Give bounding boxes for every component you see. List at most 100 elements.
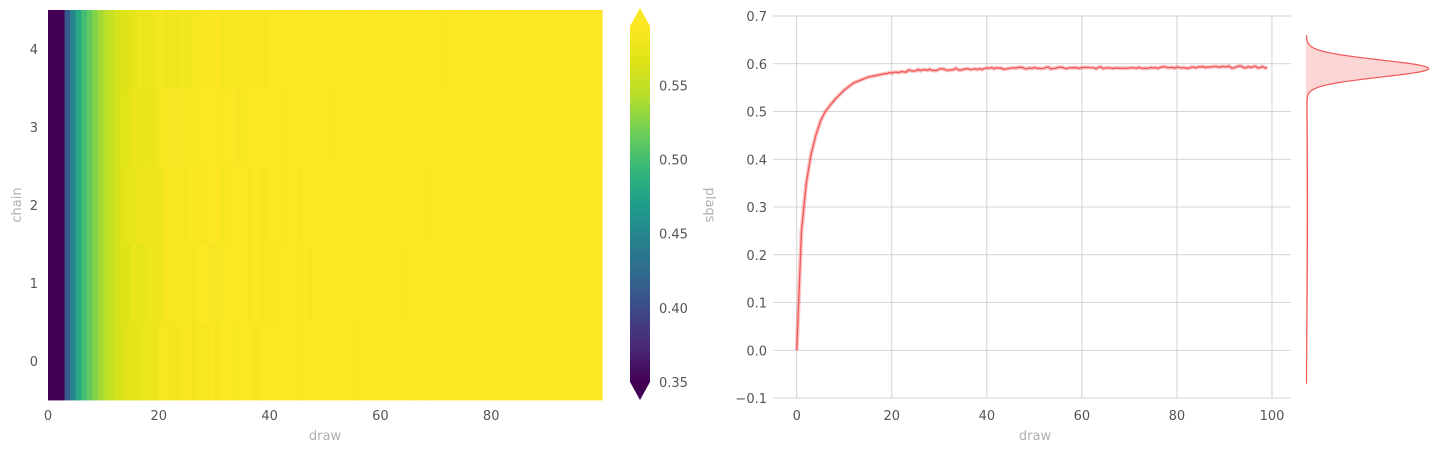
heatmap-cell: [457, 322, 465, 401]
heatmap-cell: [557, 244, 564, 323]
heatmap-cell: [513, 88, 520, 167]
heatmap-cell: [430, 244, 437, 323]
heatmap-cell: [374, 166, 381, 245]
heatmap-cell: [136, 244, 143, 323]
heatmap-cell: [546, 244, 553, 323]
heatmap-cell: [424, 166, 431, 245]
heatmap-cell: [352, 88, 359, 167]
heatmap-cell: [568, 88, 575, 167]
heatmap-cell: [75, 10, 82, 89]
heatmap-cell: [457, 88, 465, 167]
heatmap-cell: [574, 166, 581, 245]
heatmap-cell: [252, 88, 260, 167]
heatmap-cell: [197, 244, 204, 323]
heatmap-cell: [53, 322, 60, 401]
heatmap-cell: [236, 88, 243, 167]
heatmap-cell: [308, 322, 315, 401]
heatmap-cell: [358, 88, 365, 167]
heatmap-cell: [430, 88, 437, 167]
heatmap-cell: [264, 244, 271, 323]
heatmap-cell: [341, 88, 348, 167]
heatmap-cell: [590, 10, 598, 89]
heatmap-cell: [280, 10, 287, 89]
heatmap-cell: [258, 244, 265, 323]
heatmap-cell: [252, 244, 260, 323]
heatmap-cell: [252, 10, 260, 89]
heatmap-cell: [352, 166, 359, 245]
heatmap-cell: [70, 10, 77, 89]
heatmap-cell: [341, 10, 348, 89]
heatmap-cell: [286, 10, 293, 89]
heatmap-cell: [441, 244, 448, 323]
heatmap-cell: [463, 166, 470, 245]
heatmap-cell: [81, 88, 88, 167]
heatmap-cell: [208, 88, 215, 167]
heatmap-cell: [269, 88, 276, 167]
heatmap-cell: [485, 166, 492, 245]
marginal-density: [1305, 35, 1430, 384]
heatmap-cell: [352, 322, 359, 401]
heatmap-cell: [302, 10, 309, 89]
heatmap-x-tick-label: 0: [44, 409, 52, 424]
heatmap-cell: [131, 322, 138, 401]
heatmap-y-axis-label: chain: [10, 187, 25, 222]
heatmap-cell: [469, 88, 476, 167]
heatmap-cell: [158, 322, 165, 401]
heatmap-cell: [546, 88, 553, 167]
heatmap-cell: [92, 166, 99, 245]
heatmap-cell: [496, 166, 503, 245]
heatmap-cell: [524, 322, 531, 401]
heatmap-cell: [513, 322, 520, 401]
heatmap-cell: [180, 10, 188, 89]
heatmap-cell: [120, 244, 127, 323]
heatmap-cell: [64, 322, 71, 401]
heatmap-cell: [264, 166, 271, 245]
heatmap-cell: [247, 244, 254, 323]
heatmap-cell: [203, 322, 210, 401]
heatmap-cell: [391, 10, 398, 89]
heatmap-cell: [131, 10, 138, 89]
heatmap-cell: [258, 10, 265, 89]
heatmap-cell: [413, 88, 420, 167]
heatmap-cell: [480, 10, 487, 89]
heatmap-cell: [552, 88, 559, 167]
heatmap-cell: [225, 10, 232, 89]
heatmap-cell: [441, 88, 448, 167]
heatmap-cell: [308, 166, 315, 245]
heatmap-cell: [325, 10, 332, 89]
heatmap-cell: [524, 244, 531, 323]
heatmap-cell: [286, 88, 293, 167]
heatmap-panel: 0 20 40 60 80 0 1 2 3 4 draw chain: [10, 10, 603, 444]
heatmap-cell: [347, 166, 354, 245]
heatmap-cell: [435, 166, 442, 245]
heatmap-cell: [230, 322, 237, 401]
heatmap-cell: [579, 322, 586, 401]
heatmap-cell: [424, 322, 431, 401]
heatmap-cell: [48, 244, 55, 323]
heatmap-cell: [302, 166, 309, 245]
line-x-tick-label: 20: [884, 409, 901, 424]
heatmap-cell: [413, 322, 420, 401]
heatmap-cell: [563, 322, 570, 401]
heatmap-cell: [369, 166, 376, 245]
colorbar-extend-max: [630, 8, 650, 26]
heatmap-cell: [136, 10, 143, 89]
heatmap-cell: [153, 10, 160, 89]
heatmap-cell: [153, 88, 160, 167]
heatmap-cell: [369, 322, 376, 401]
heatmap-cell: [153, 322, 160, 401]
heatmap-cell: [502, 10, 509, 89]
heatmap-cell: [247, 166, 254, 245]
heatmap-cell: [408, 166, 415, 245]
heatmap-cell: [319, 166, 326, 245]
heatmap-cell: [336, 88, 343, 167]
heatmap-cell: [552, 244, 559, 323]
heatmap-cell: [302, 88, 309, 167]
heatmap-x-tick-label: 60: [372, 409, 389, 424]
heatmap-cell: [474, 166, 481, 245]
heatmap-cell: [524, 88, 531, 167]
heatmap-cell: [59, 10, 66, 89]
heatmap-cell: [541, 88, 548, 167]
heatmap-cell: [302, 322, 309, 401]
heatmap-cell: [136, 322, 143, 401]
